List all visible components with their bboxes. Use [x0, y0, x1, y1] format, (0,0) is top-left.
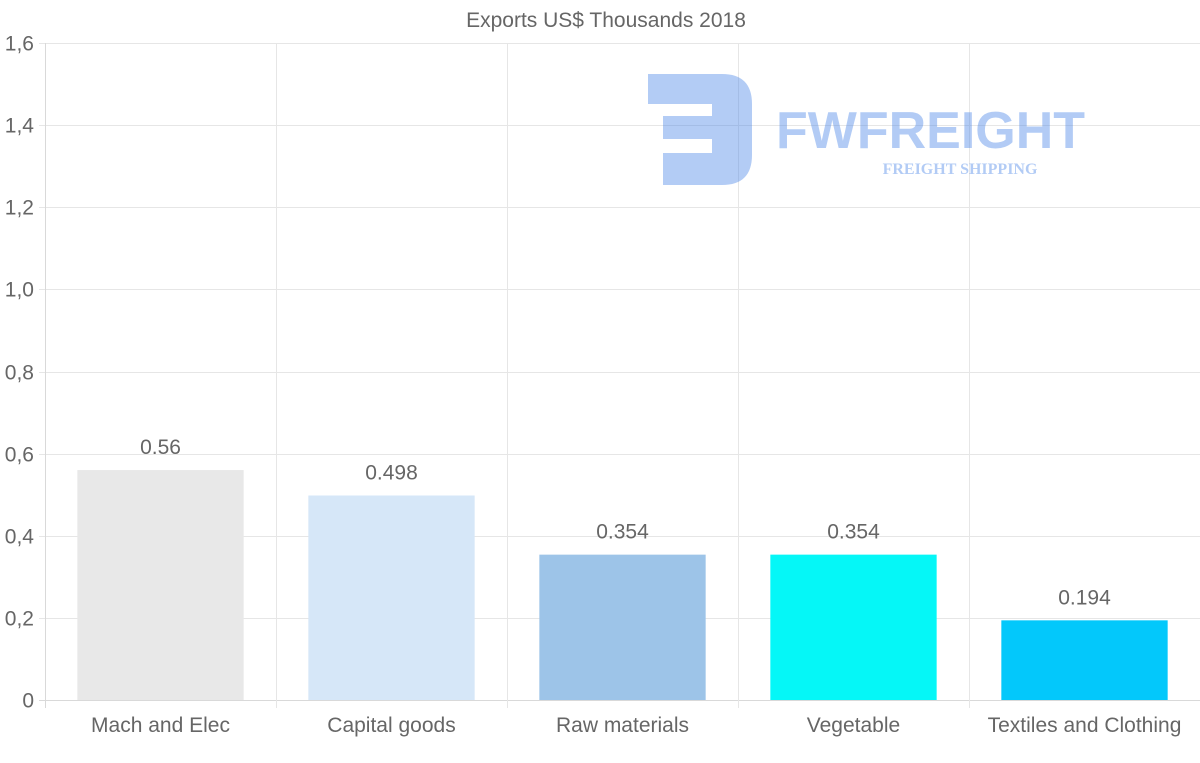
x-tick-label: Capital goods [327, 714, 455, 737]
watermark-tagline: FREIGHT SHIPPING [883, 161, 1038, 178]
y-tick-label: 0,6 [5, 444, 34, 467]
labels-layer: 0 0,2 0,4 0,6 0,8 1,0 1,2 1,4 1,6 0.56 Mach and El… [5, 33, 1182, 738]
bar-value-label: 0.354 [827, 521, 880, 544]
x-tick-label: Raw materials [556, 714, 689, 737]
chart-title: Exports US$ Thousands 2018 [466, 9, 746, 32]
bars-layer [77, 470, 1168, 700]
fwfreight-logo-icon [648, 74, 752, 185]
watermark-brand: FWFREIGHT [776, 102, 1085, 160]
bar [308, 495, 475, 700]
bar-value-label: 0.498 [365, 462, 418, 485]
bar [539, 554, 706, 700]
y-tick-label: 1,2 [5, 197, 34, 220]
bar-value-label: 0.56 [140, 436, 181, 459]
grid-layer [39, 43, 1200, 708]
y-tick-label: 1,4 [5, 115, 35, 138]
x-tick-label: Mach and Elec [91, 714, 230, 737]
y-tick-label: 1,6 [5, 33, 34, 56]
y-tick-label: 0,2 [5, 608, 34, 631]
bar [77, 470, 244, 700]
y-tick-label: 0,8 [5, 362, 34, 385]
bar-value-label: 0.194 [1058, 586, 1111, 609]
bar [1001, 620, 1168, 700]
y-tick-label: 0,4 [5, 526, 35, 549]
bar [770, 554, 937, 700]
y-tick-label: 0 [22, 690, 34, 713]
y-tick-label: 1,0 [5, 279, 34, 302]
bar-value-label: 0.354 [596, 521, 649, 544]
x-tick-label: Vegetable [807, 714, 900, 737]
x-tick-label: Textiles and Clothing [988, 714, 1182, 737]
fwfreight-watermark: FWFREIGHT FREIGHT SHIPPING [648, 74, 1085, 185]
